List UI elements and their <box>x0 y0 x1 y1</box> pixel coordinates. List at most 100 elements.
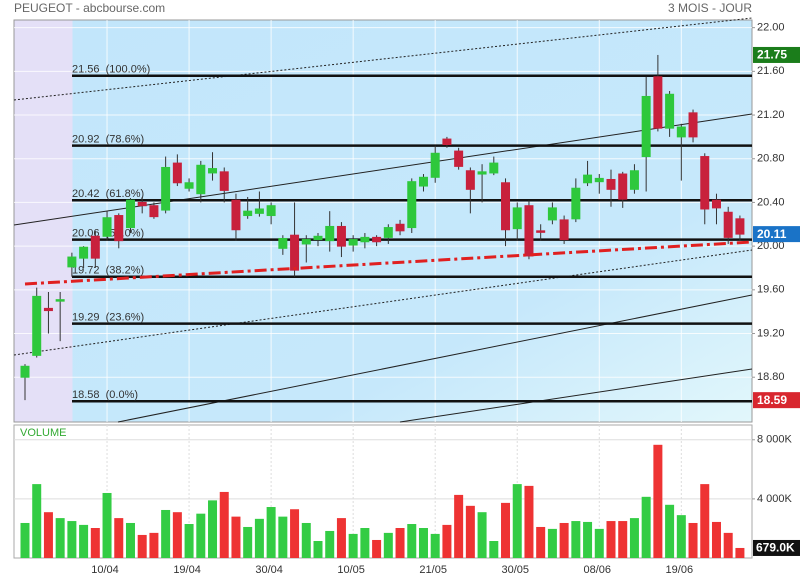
volume-bar <box>454 494 464 558</box>
volume-bar <box>665 504 675 558</box>
candle-body <box>32 295 42 356</box>
price-background <box>13 19 753 423</box>
volume-bar <box>254 518 264 558</box>
candle-body <box>208 168 218 174</box>
candle-body <box>618 173 628 200</box>
volume-bar <box>442 524 452 558</box>
volume-bar <box>407 524 417 558</box>
volume-bar <box>67 521 77 558</box>
candle-body <box>20 365 30 378</box>
volume-bar <box>606 521 616 558</box>
labels: VOLUME 22.00 21.60 21.20 20.80 20.40 20.00 19.… <box>20 22 800 576</box>
candle-body <box>653 76 663 129</box>
volume-bar <box>641 496 651 558</box>
volume-bar <box>618 521 628 558</box>
candle-body <box>43 307 53 312</box>
volume-bar <box>536 526 546 558</box>
volume-bar <box>313 541 323 558</box>
price-badge-label: 21.75 <box>757 48 787 62</box>
volume-bar <box>336 518 346 558</box>
candle-body <box>501 182 511 231</box>
x-tick-label: 30/04 <box>255 564 283 576</box>
candle-body <box>430 152 440 178</box>
volume-bar <box>711 521 721 558</box>
candle-body <box>583 174 593 184</box>
candle-body <box>184 182 194 189</box>
volume-background <box>13 424 753 559</box>
volume-bar <box>278 516 288 558</box>
volume-bar <box>547 528 557 558</box>
candle-body <box>172 162 182 184</box>
volume-bar <box>418 528 428 558</box>
x-tick-label: 21/05 <box>419 564 447 576</box>
volume-title: VOLUME <box>20 427 66 439</box>
candle-body <box>67 256 77 268</box>
marks <box>20 54 745 558</box>
candle-body <box>489 162 499 174</box>
y-tick-label: 8 000K <box>757 434 793 446</box>
candle-body <box>161 166 171 211</box>
volume-bar <box>32 484 42 558</box>
volume-bar <box>383 532 393 558</box>
candle-body <box>606 178 616 190</box>
candle-body <box>676 126 686 138</box>
volume-bar <box>571 521 581 558</box>
volume-bar <box>102 492 112 558</box>
price-badge <box>753 46 800 63</box>
volume-bar <box>266 507 276 558</box>
volume-bar <box>489 541 499 558</box>
fibonacci-label: 18.58 (0.0%) <box>72 389 138 401</box>
volume-bar <box>477 512 487 558</box>
candle-body <box>477 171 487 175</box>
trend-lines <box>13 17 753 423</box>
y-tick-label: 20.80 <box>757 153 785 165</box>
candle-body <box>55 299 65 302</box>
volume-bar <box>723 532 733 558</box>
volume-bar <box>243 526 253 558</box>
price-panel <box>13 19 753 423</box>
volume-bar <box>184 524 194 558</box>
grid <box>14 20 755 558</box>
candle-body <box>735 218 745 235</box>
candle-body <box>196 164 206 195</box>
volume-bar <box>430 533 440 558</box>
volume-bar <box>700 484 710 558</box>
candle-body <box>594 177 604 183</box>
candle-body <box>301 239 311 245</box>
volume-bar <box>43 512 53 558</box>
volume-bar <box>55 518 65 558</box>
fibonacci-label: 19.29 (23.6%) <box>72 312 144 324</box>
candle-body <box>114 215 124 242</box>
fibonacci-label: 20.92 (78.6%) <box>72 134 144 146</box>
fibonacci-label: 21.56 (100.0%) <box>72 64 150 76</box>
volume-bar <box>583 521 593 558</box>
candle-body <box>90 235 100 259</box>
price-badge-label: 20.11 <box>757 227 787 241</box>
candle-body <box>149 205 159 218</box>
fibonacci-label: 20.42 (61.8%) <box>72 188 144 200</box>
x-tick-label: 19/06 <box>666 564 694 576</box>
x-tick-label: 30/05 <box>501 564 529 576</box>
candle-body <box>688 112 698 138</box>
volume-bar <box>594 528 604 558</box>
candle-body <box>137 201 147 207</box>
volume-bar <box>137 534 147 558</box>
volume-bar <box>501 502 511 558</box>
candle-body <box>336 225 346 247</box>
candle-body <box>243 210 253 217</box>
price-badge <box>753 392 800 409</box>
candle-body <box>465 170 475 190</box>
volume-bar <box>372 539 382 558</box>
candle-body <box>547 207 557 221</box>
candle-body <box>125 199 135 229</box>
candle-body <box>665 93 675 129</box>
volume-bar <box>512 484 522 558</box>
y-tick-label: 18.80 <box>757 371 785 383</box>
volume-bar <box>676 515 686 558</box>
volume-badge <box>753 539 800 556</box>
candle-body <box>418 176 428 187</box>
y-tick-label: 21.20 <box>757 109 785 121</box>
volume-bar <box>301 522 311 558</box>
volume-bar <box>161 509 171 558</box>
